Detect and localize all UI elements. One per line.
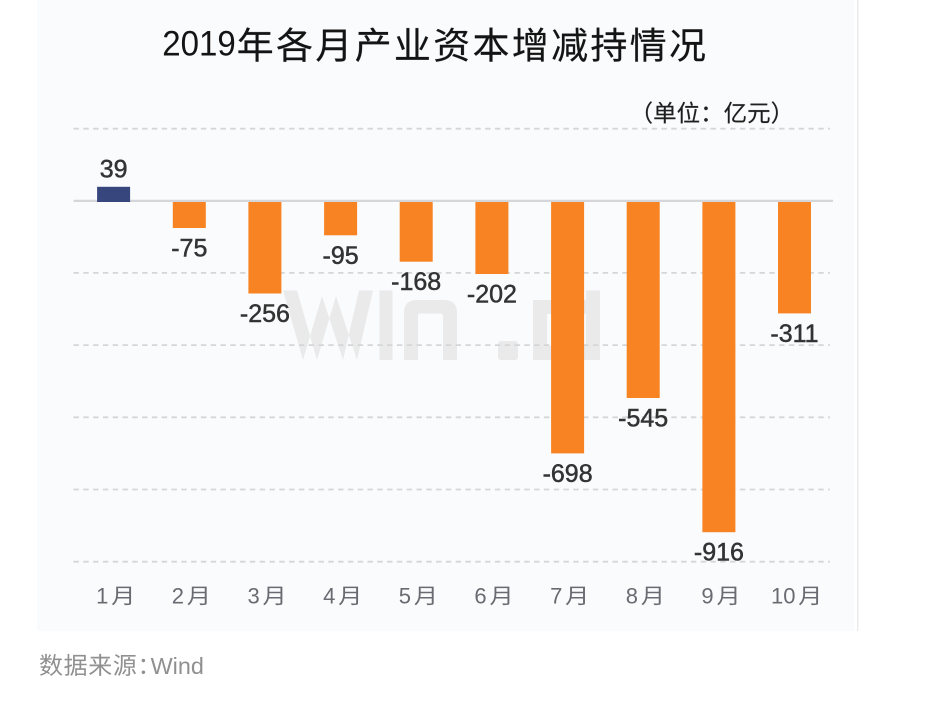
- svg-text:-95: -95: [323, 242, 359, 270]
- svg-text:8: 8: [626, 584, 638, 609]
- svg-text:-545: -545: [618, 405, 668, 433]
- svg-text:6: 6: [474, 584, 486, 609]
- svg-text:1: 1: [96, 584, 108, 609]
- svg-text:10: 10: [771, 584, 795, 609]
- svg-text:39: 39: [100, 155, 128, 183]
- svg-text:-916: -916: [694, 539, 744, 567]
- svg-text:-202: -202: [467, 281, 517, 309]
- svg-text:2019: 2019: [162, 24, 236, 64]
- svg-text:9: 9: [701, 584, 713, 609]
- svg-text:-168: -168: [391, 268, 441, 296]
- svg-text:7: 7: [550, 584, 562, 609]
- svg-text:4: 4: [323, 584, 335, 609]
- svg-text:2: 2: [172, 584, 184, 609]
- svg-text:Wind: Wind: [151, 653, 204, 679]
- svg-text:-311: -311: [770, 320, 818, 348]
- svg-text:3: 3: [248, 584, 260, 609]
- svg-text:-256: -256: [240, 300, 290, 328]
- svg-text:-698: -698: [543, 460, 593, 488]
- svg-text:5: 5: [399, 584, 411, 609]
- svg-text:-75: -75: [171, 235, 207, 263]
